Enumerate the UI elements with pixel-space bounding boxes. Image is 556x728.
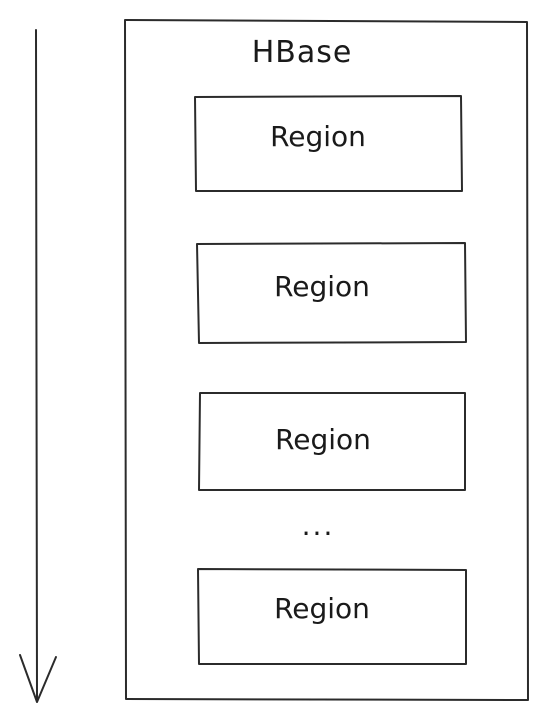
down-arrow-icon	[19, 29, 57, 703]
svg-text:Region: Region	[274, 592, 370, 625]
svg-text:Region: Region	[270, 120, 366, 153]
region-box: Region	[198, 392, 466, 491]
region-box: Region	[197, 568, 467, 665]
hbase-title: HBase	[252, 35, 353, 70]
hbase-container	[124, 19, 529, 701]
svg-text:Region: Region	[274, 270, 370, 303]
svg-text:Region: Region	[275, 423, 371, 456]
ellipsis: ...	[302, 509, 335, 542]
region-box: Region	[196, 242, 467, 344]
region-box: Region	[194, 95, 463, 192]
